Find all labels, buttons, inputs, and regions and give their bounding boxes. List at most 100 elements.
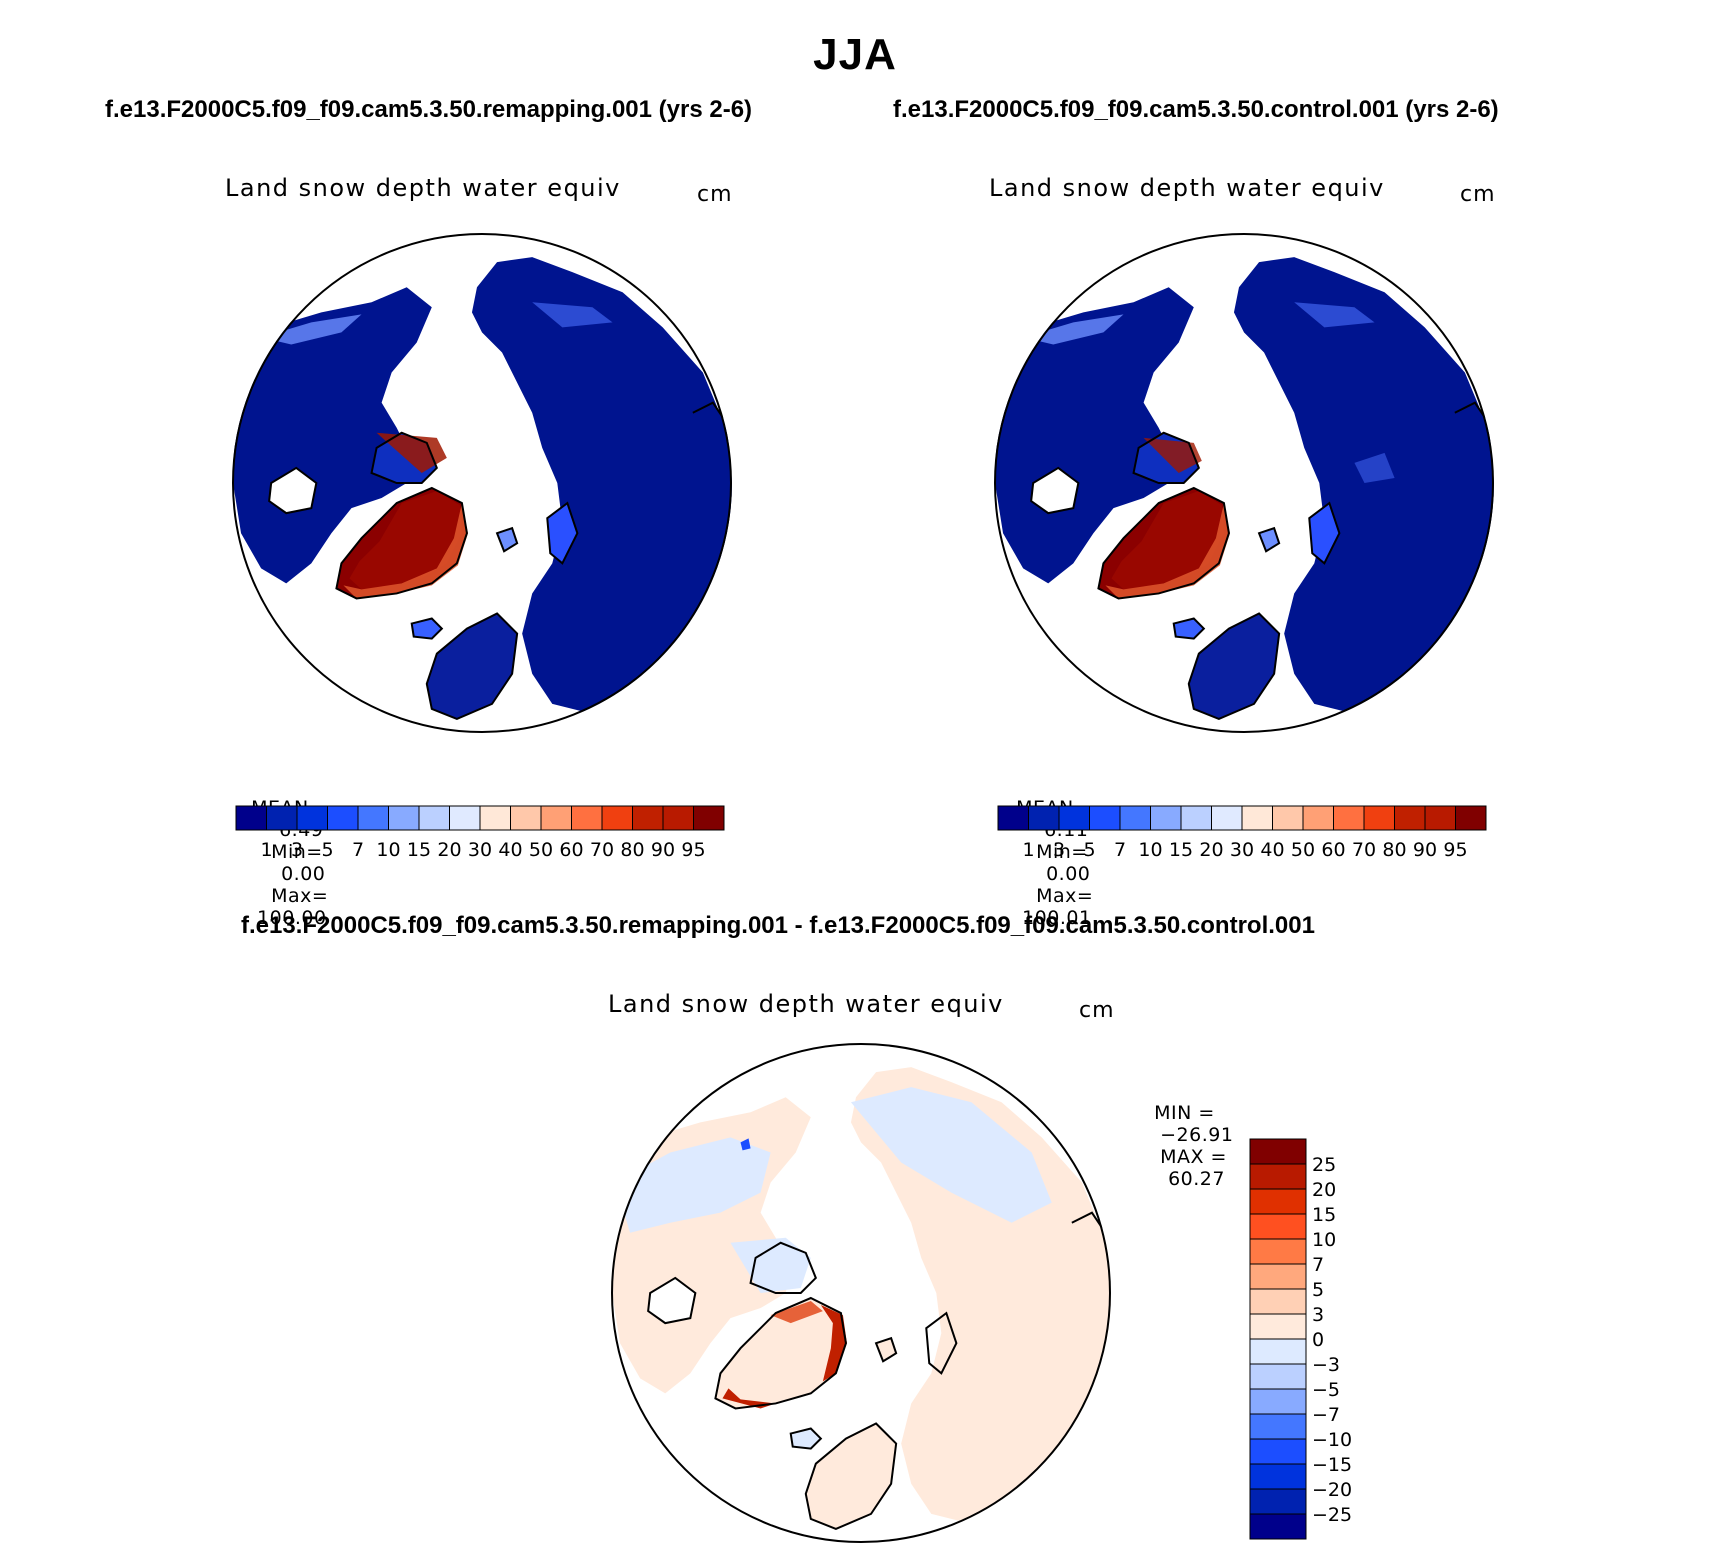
colorbar-box <box>1180 805 1212 831</box>
colorbar-box <box>235 805 267 831</box>
colorbar-tick-label: 80 <box>1382 839 1406 861</box>
colorbar-tick-label: 20 <box>1199 839 1223 861</box>
colorbar-tick-label: −3 <box>1312 1354 1340 1376</box>
colorbar-box <box>1394 805 1426 831</box>
colorbar-box <box>1249 1163 1307 1190</box>
min-value: 0.00 <box>281 863 326 885</box>
min-label: Min= <box>1036 841 1088 863</box>
colorbar-tick-label: 7 <box>352 839 364 861</box>
colorbar-remapping: 1 3 5 7 10 15 20 30 40 50 60 70 80 90 95 <box>235 805 725 861</box>
colorbar-control: 1 3 5 7 10 15 20 30 40 50 60 70 80 90 95 <box>997 805 1487 861</box>
colorbar-tick-label: −15 <box>1312 1454 1352 1476</box>
colorbar-tick-label: 10 <box>1312 1229 1336 1251</box>
colorbar-box <box>1249 1313 1307 1340</box>
colorbar-tick-label: 20 <box>437 839 461 861</box>
colorbar-box <box>1249 1513 1307 1540</box>
colorbar-box <box>1028 805 1060 831</box>
colorbar-tick-label: 15 <box>407 839 431 861</box>
colorbar-tick-label: 90 <box>651 839 675 861</box>
colorbar-tick-label: 90 <box>1413 839 1437 861</box>
colorbar-box <box>997 805 1029 831</box>
colorbar-box <box>1249 1213 1307 1240</box>
colorbar-box <box>571 805 603 831</box>
colorbar-box <box>388 805 420 831</box>
max-label: Max= <box>1036 885 1094 907</box>
colorbar-box <box>1363 805 1395 831</box>
map-remapping <box>232 233 732 733</box>
colorbar-box <box>1424 805 1456 831</box>
colorbar-box <box>662 805 694 831</box>
colorbar-box <box>1249 1288 1307 1315</box>
colorbar-box <box>1272 805 1304 831</box>
colorbar-tick-label: 95 <box>681 839 705 861</box>
min-label: MIN = <box>1154 1102 1215 1124</box>
max-label: Max= <box>271 885 329 907</box>
stats-difference: MIN = −26.91 MAX = 60.27 <box>1141 1080 1233 1190</box>
colorbar-box <box>1211 805 1243 831</box>
colorbar-tick-label: 25 <box>1312 1154 1336 1176</box>
colorbar-tick-label: 60 <box>1321 839 1345 861</box>
colorbar-box <box>1249 1463 1307 1490</box>
colorbar-tick-label: 7 <box>1312 1254 1324 1276</box>
case-title-right: f.e13.F2000C5.f09_f09.cam5.3.50.control.… <box>893 96 1499 123</box>
colorbar-tick-label: 50 <box>529 839 553 861</box>
colorbar-tick-label: −20 <box>1312 1479 1352 1501</box>
case-title-diff: f.e13.F2000C5.f09_f09.cam5.3.50.remappin… <box>241 912 1315 939</box>
colorbar-box <box>1249 1263 1307 1290</box>
colorbar-tick-label: 50 <box>1291 839 1315 861</box>
colorbar-box <box>1302 805 1334 831</box>
colorbar-tick-label: 95 <box>1443 839 1467 861</box>
map-difference <box>611 1043 1111 1543</box>
colorbar-tick-label: 0 <box>1312 1329 1324 1351</box>
colorbar-tick-label: 10 <box>1138 839 1162 861</box>
colorbar-tick-label: 30 <box>468 839 492 861</box>
panel-title-difference: Land snow depth water equiv <box>608 990 1004 1018</box>
max-label: MAX = <box>1160 1146 1227 1168</box>
colorbar-tick-label: −5 <box>1312 1379 1340 1401</box>
colorbar-box <box>449 805 481 831</box>
colorbar-box <box>540 805 572 831</box>
colorbar-tick-label: −7 <box>1312 1404 1340 1426</box>
colorbar-tick-label: 15 <box>1169 839 1193 861</box>
min-value: −26.91 <box>1160 1124 1234 1146</box>
colorbar-box <box>1150 805 1182 831</box>
colorbar-box <box>601 805 633 831</box>
colorbar-tick-label: 30 <box>1230 839 1254 861</box>
colorbar-tick-label: 5 <box>1083 839 1095 861</box>
colorbar-box <box>1241 805 1273 831</box>
colorbar-box <box>1249 1413 1307 1440</box>
colorbar-tick-label: 5 <box>321 839 333 861</box>
colorbar-box <box>418 805 450 831</box>
colorbar-box <box>1249 1388 1307 1415</box>
min-value: 0.00 <box>1046 863 1091 885</box>
colorbar-box <box>1455 805 1487 831</box>
max-value: 100.00 <box>257 907 327 929</box>
units-difference: cm <box>1079 998 1115 1023</box>
colorbar-box <box>357 805 389 831</box>
colorbar-tick-label: 70 <box>1352 839 1376 861</box>
colorbar-box <box>296 805 328 831</box>
max-value: 60.27 <box>1168 1168 1225 1190</box>
colorbar-box <box>479 805 511 831</box>
colorbar-box <box>1249 1438 1307 1465</box>
colorbar-box <box>1333 805 1365 831</box>
units-control: cm <box>1460 182 1496 207</box>
panel-title-remapping: Land snow depth water equiv <box>225 174 621 202</box>
colorbar-box <box>1249 1338 1307 1365</box>
colorbar-tick-label: 1 <box>260 839 272 861</box>
colorbar-box <box>632 805 664 831</box>
colorbar-box <box>693 805 725 831</box>
colorbar-box <box>1058 805 1090 831</box>
case-title-left: f.e13.F2000C5.f09_f09.cam5.3.50.remappin… <box>105 96 753 123</box>
colorbar-box <box>1249 1188 1307 1215</box>
panel-title-control: Land snow depth water equiv <box>989 174 1385 202</box>
colorbar-tick-label: 7 <box>1114 839 1126 861</box>
colorbar-box <box>1249 1138 1307 1165</box>
colorbar-box <box>1119 805 1151 831</box>
min-label: Min= <box>271 841 323 863</box>
colorbar-tick-label: −10 <box>1312 1429 1352 1451</box>
colorbar-tick-label: 1 <box>1022 839 1034 861</box>
colorbar-tick-label: −25 <box>1312 1504 1352 1526</box>
colorbar-tick-label: 10 <box>376 839 400 861</box>
colorbar-box <box>1249 1363 1307 1390</box>
